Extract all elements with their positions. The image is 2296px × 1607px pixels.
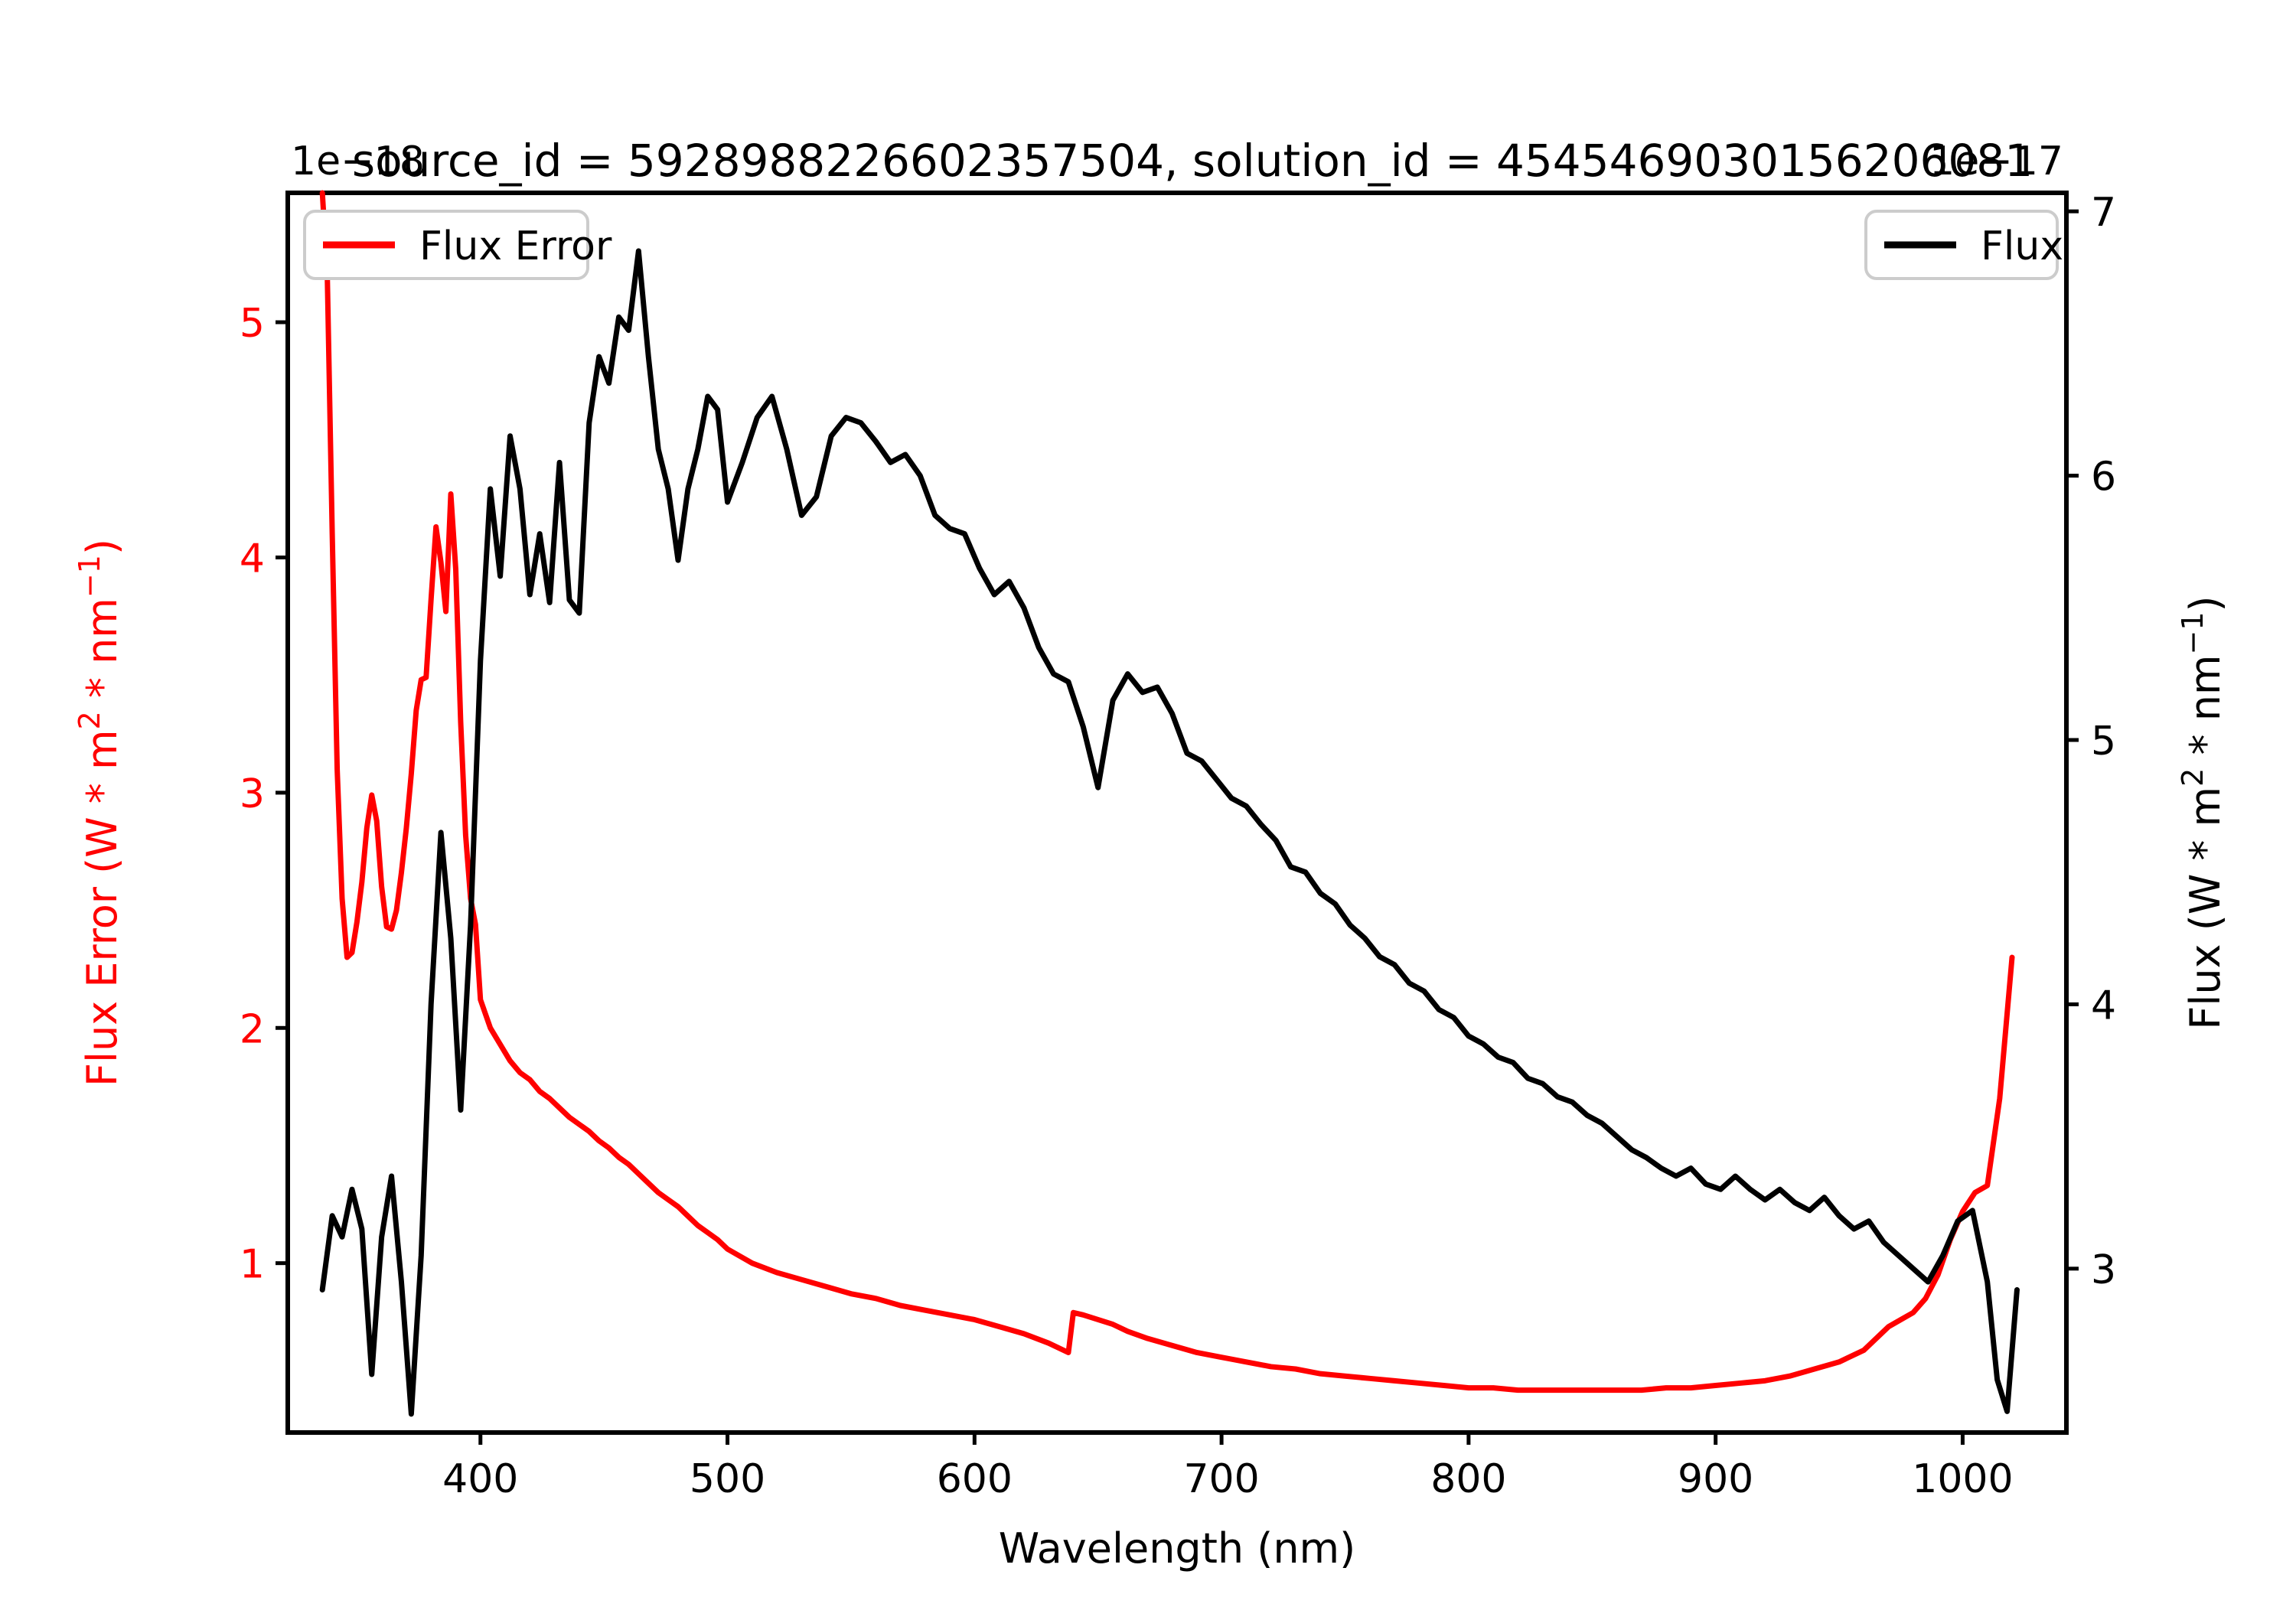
x-tick-label: 1000 [1912,1456,2013,1502]
y-left-tick-label: 5 [240,301,265,347]
y-right-tick-label: 6 [2091,455,2116,500]
y-left-tick-label: 4 [240,536,265,582]
x-tick-label: 400 [442,1456,518,1502]
y-right-tick-label: 4 [2091,983,2116,1028]
flux-error-line [319,190,2015,1393]
flux-line [319,248,2020,1417]
left-axis-offset-text: 1e−18 [291,139,425,184]
x-tick-label: 500 [690,1456,765,1502]
y-right-tick-label: 5 [2091,719,2116,764]
axes-group [276,191,2079,1445]
plot-frame [285,191,2069,1435]
legend-flux-error-box [303,210,589,280]
y-left-axis-title: Flux Error (W * m2 * nm−1) [73,539,126,1087]
y-right-tick-label: 3 [2091,1247,2116,1293]
x-tick-label: 700 [1183,1456,1259,1502]
y-left-tick-label: 3 [240,771,265,817]
labels-group: 400 500 600 700 800 900 1000 1 2 3 4 5 3 4 5 6 7 1e−18 1e−… [73,135,2229,1573]
y-right-axis-title: Flux (W * m2 * nm−1) [2176,595,2229,1029]
y-left-tick-label: 2 [240,1006,265,1052]
y-left-tick-label: 1 [240,1242,265,1288]
legend-flux-error-label: Flux Error [419,223,612,269]
series-group [319,190,2020,1417]
x-tick-label: 800 [1430,1456,1506,1502]
x-tick-label: 900 [1678,1456,1753,1502]
legend-group: Flux Error Flux [303,210,2063,280]
right-axis-offset-text: 1e−17 [1929,139,2063,184]
legend-flux-label: Flux [1981,223,2063,269]
x-tick-label: 600 [937,1456,1013,1502]
page-title: source_id = 5928988226602357504, solutio… [352,135,2033,187]
x-axis-title: Wavelength (nm) [999,1524,1355,1573]
legend-flux-box [1864,210,2059,280]
y-right-tick-label: 7 [2091,190,2116,236]
